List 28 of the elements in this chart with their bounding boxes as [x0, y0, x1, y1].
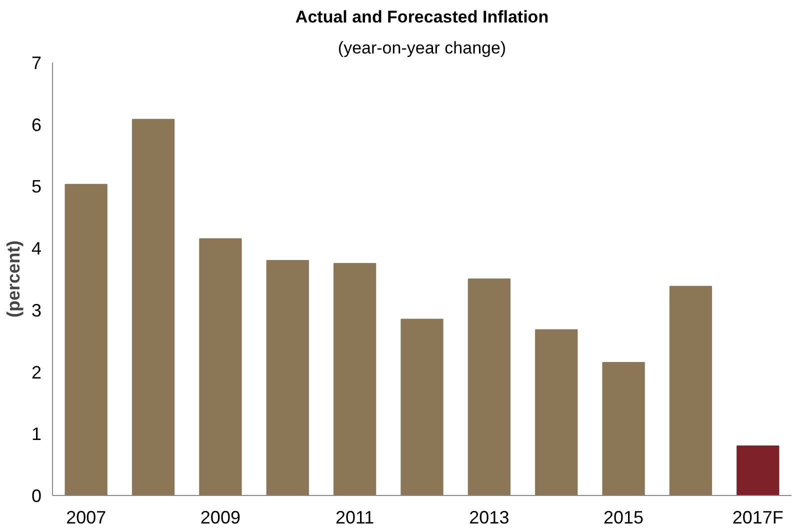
y-tick-label: 4 [31, 238, 42, 259]
y-tick-label: 7 [31, 53, 42, 73]
bar [199, 238, 242, 496]
bar [132, 118, 175, 496]
y-axis-title: (percent) [3, 240, 24, 318]
x-tick-label: 2013 [469, 508, 510, 528]
x-tick-label: 2017F [732, 508, 784, 528]
bar [736, 446, 780, 496]
y-tick-label: 0 [31, 486, 42, 506]
y-tick-label: 6 [31, 114, 42, 135]
y-tick-label: 2 [31, 362, 42, 382]
y-tick-label: 1 [31, 424, 42, 444]
x-tick-label: 2007 [66, 508, 106, 528]
x-tick-label: 2011 [335, 508, 374, 528]
y-tick-label: 5 [31, 176, 42, 197]
bar [669, 286, 712, 496]
chart-title: Actual and Forecasted Inflation [295, 8, 549, 26]
bar [468, 278, 511, 496]
x-tick-label: 2009 [200, 508, 240, 528]
bar [535, 329, 578, 496]
bar [602, 362, 645, 496]
bar [266, 260, 309, 496]
y-tick-label: 3 [31, 300, 42, 320]
chart-subtitle: (year-on-year change) [338, 38, 506, 58]
bar [64, 184, 108, 496]
x-tick-label: 2015 [604, 508, 644, 528]
bar [400, 318, 444, 496]
bar [333, 263, 376, 496]
